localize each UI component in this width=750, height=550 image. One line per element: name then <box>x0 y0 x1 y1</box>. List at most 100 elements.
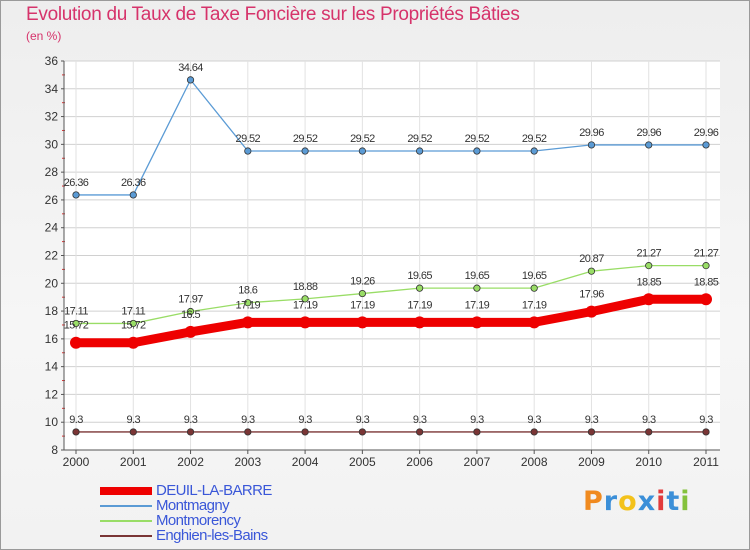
data-point <box>244 299 252 307</box>
data-point <box>299 316 312 329</box>
x-tick-label: 2005 <box>349 455 376 469</box>
logo-letter: i <box>656 486 667 517</box>
data-point <box>70 336 82 349</box>
data-point <box>358 428 366 436</box>
logo-letter: P <box>583 486 604 517</box>
data-label: 9.3 <box>356 414 370 426</box>
x-tick-label: 2007 <box>464 455 491 469</box>
data-point <box>645 428 653 436</box>
chart-title: Evolution du Taux de Taxe Foncière sur l… <box>26 4 520 25</box>
legend-item-montmagny: Montmagny <box>100 497 360 514</box>
data-point <box>702 141 710 149</box>
data-point <box>416 284 424 292</box>
data-point <box>585 305 598 318</box>
legend-label-montmagny: Montmagny <box>156 497 230 514</box>
data-point <box>301 147 309 155</box>
data-point <box>587 141 596 149</box>
data-point <box>645 141 653 149</box>
grid <box>64 60 720 450</box>
data-label: 26.36 <box>64 177 89 189</box>
data-label: 17.19 <box>465 299 490 311</box>
data-label: 9.3 <box>127 414 141 426</box>
legend-swatch-montmorency <box>100 520 152 522</box>
data-label: 17.19 <box>236 299 261 311</box>
y-tick-label: 36 <box>45 54 59 68</box>
data-label: 16.5 <box>181 309 200 321</box>
data-point <box>129 428 137 436</box>
series-line-1 <box>75 79 707 196</box>
data-label: 9.3 <box>241 414 255 426</box>
data-point <box>473 428 481 436</box>
data-label: 17.19 <box>350 299 375 311</box>
legend-item-montmorency: Montmorency <box>100 512 360 529</box>
data-point <box>129 191 137 199</box>
data-point <box>244 147 252 155</box>
proxiti-logo: Proxiti <box>583 486 691 517</box>
y-tick-label: 16 <box>45 332 59 346</box>
data-point <box>642 293 655 306</box>
data-label: 20.87 <box>579 253 604 265</box>
data-point <box>184 325 197 338</box>
data-point <box>244 428 252 436</box>
data-label: 9.3 <box>413 414 427 426</box>
x-tick-label: 2010 <box>635 455 662 469</box>
line-chart: 8 10 12 14 16 18 20 22 24 26 28 30 32 34 36 2000 2001 200… <box>45 54 720 469</box>
data-point <box>700 293 712 306</box>
y-tick-label: 30 <box>45 137 59 151</box>
data-point <box>473 284 481 292</box>
data-label: 9.3 <box>298 414 312 426</box>
data-point <box>528 316 541 329</box>
data-label: 29.52 <box>522 133 547 145</box>
data-point <box>72 191 80 199</box>
data-label: 9.3 <box>699 414 713 426</box>
data-point <box>356 316 369 329</box>
logo-letter: t <box>666 486 681 517</box>
data-label: 15.72 <box>121 320 146 332</box>
data-label: 29.52 <box>293 133 318 145</box>
series-line-0 <box>71 294 711 348</box>
y-tick-label: 34 <box>45 82 59 96</box>
data-label: 19.65 <box>465 270 490 282</box>
data-labels: 15.72 15.72 16.5 17.19 17.19 17.19 17.19 17.19 1… <box>64 62 720 426</box>
x-tick-label: 2008 <box>521 455 548 469</box>
data-label: 17.11 <box>121 305 145 317</box>
x-tick-label: 2006 <box>406 455 433 469</box>
data-point <box>72 428 80 436</box>
x-tick-label: 2011 <box>693 455 719 469</box>
y-tick-label: 18 <box>45 304 59 318</box>
data-label: 9.3 <box>527 414 541 426</box>
data-label: 29.52 <box>407 133 432 145</box>
x-tick-label: 2001 <box>120 455 147 469</box>
data-label: 29.52 <box>350 133 375 145</box>
data-point <box>127 336 140 349</box>
data-point <box>358 147 366 155</box>
legend-swatch-enghien <box>100 535 152 537</box>
logo-letter: r <box>603 486 619 517</box>
data-label: 17.97 <box>178 293 203 305</box>
legend-label-montmorency: Montmorency <box>156 512 241 529</box>
y-tick-label: 20 <box>45 276 59 290</box>
series-line-2 <box>75 264 707 325</box>
y-tick-label: 8 <box>51 443 58 457</box>
y-tick-label: 28 <box>45 165 59 179</box>
y-tick-label: 12 <box>45 387 59 401</box>
data-label: 17.19 <box>407 299 432 311</box>
data-label: 9.3 <box>184 414 198 426</box>
y-tick-label: 14 <box>45 360 59 374</box>
data-label: 29.96 <box>579 127 604 139</box>
data-point <box>129 319 137 328</box>
data-label: 18.85 <box>694 276 719 288</box>
data-label: 34.64 <box>178 62 203 74</box>
data-point <box>301 295 309 303</box>
data-label: 18.88 <box>293 281 318 293</box>
data-label: 17.96 <box>579 289 604 301</box>
data-point <box>587 267 596 275</box>
data-point <box>530 428 538 436</box>
data-point <box>470 316 483 329</box>
data-point <box>413 316 426 329</box>
data-label: 17.11 <box>64 305 88 317</box>
data-point <box>358 289 366 298</box>
series-layer <box>70 76 712 436</box>
data-point <box>702 262 710 270</box>
data-point <box>587 428 596 436</box>
